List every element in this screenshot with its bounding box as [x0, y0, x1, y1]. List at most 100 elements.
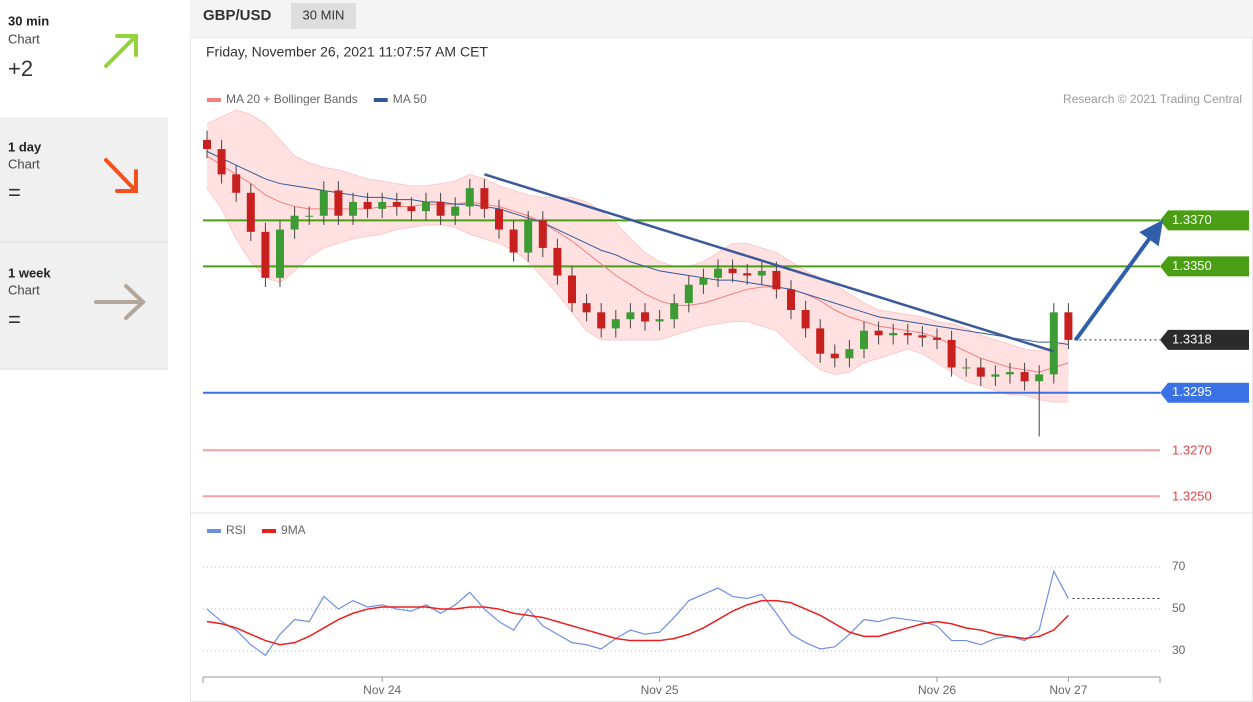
candle-body	[991, 374, 1000, 377]
legend-label: 9MA	[281, 523, 306, 537]
credit: Research © 2021 Trading Central	[1063, 92, 1242, 106]
candle-body	[728, 268, 737, 274]
candle-body	[743, 273, 752, 276]
symbol: GBP/USD	[203, 7, 272, 24]
candle-body	[582, 303, 591, 313]
indicator-line	[206, 599, 1069, 646]
legend-label: MA 20 + Bollinger Bands	[226, 92, 358, 106]
candle-body	[232, 174, 241, 193]
candle-body	[626, 312, 635, 320]
level-label: 1.3270	[1172, 443, 1212, 458]
candle-body	[407, 206, 416, 212]
legend-label: MA 50	[393, 92, 427, 106]
candle-body	[246, 192, 255, 232]
chart-frame	[190, 37, 1253, 702]
sidebar-panel[interactable]	[0, 0, 168, 117]
sidebar-panel[interactable]	[0, 242, 168, 369]
period-sub: Chart	[8, 156, 40, 171]
candle-body	[1035, 374, 1044, 382]
candle-body	[889, 332, 898, 336]
trendline	[484, 173, 1055, 353]
candle-body	[801, 310, 810, 329]
period-sub: Chart	[8, 31, 40, 46]
candle-body	[1064, 312, 1073, 340]
period: 30 min	[8, 13, 49, 28]
candle-body	[1006, 372, 1014, 375]
candle-body	[947, 339, 956, 368]
candle-body	[495, 208, 503, 230]
candle-body	[772, 270, 781, 290]
candle-body	[422, 201, 430, 212]
score: =	[8, 180, 21, 205]
candle-body	[845, 349, 854, 359]
legend-swatch	[207, 98, 221, 102]
level-label: 1.3295	[1172, 384, 1212, 399]
candle-body	[276, 229, 284, 278]
interval-badge[interactable]	[291, 3, 356, 29]
header-bar	[190, 0, 1253, 37]
candle-body	[874, 330, 883, 336]
level-label: 1.3318	[1172, 331, 1212, 346]
level-label: 1.3370	[1172, 212, 1212, 227]
level-box	[1160, 210, 1249, 231]
candle-body	[684, 284, 693, 304]
candle-body	[816, 328, 825, 354]
legend-swatch	[373, 98, 388, 102]
score: =	[8, 307, 21, 332]
candle-body	[933, 337, 941, 340]
candle-body	[363, 201, 372, 209]
ma-line	[206, 150, 1069, 345]
indicator-line	[206, 569, 1069, 657]
interval: 30 MIN	[303, 7, 345, 22]
candle-body	[670, 303, 679, 320]
candle-body	[757, 270, 766, 276]
y-tick-label: 70	[1172, 559, 1186, 573]
candle-body	[538, 220, 547, 248]
candle-body	[203, 139, 211, 150]
candle-body	[655, 319, 664, 322]
legend-label: RSI	[226, 523, 246, 537]
candle-body	[305, 215, 314, 217]
candle-body	[1049, 312, 1058, 375]
candle-body	[641, 312, 649, 322]
candle-body	[830, 353, 839, 359]
level-label: 1.3250	[1172, 489, 1212, 504]
candle-body	[976, 367, 985, 377]
candle-body	[918, 335, 927, 338]
x-tick-label: Nov 26	[918, 683, 956, 697]
candle-body	[480, 188, 489, 209]
legend-swatch	[262, 529, 277, 533]
candle-body	[860, 330, 868, 350]
level-box	[1160, 329, 1249, 350]
forecast-arrow	[1074, 219, 1164, 342]
candle-body	[962, 367, 971, 369]
x-tick-label: Nov 25	[641, 683, 679, 697]
arrow-icon	[94, 34, 146, 320]
candle-body	[349, 201, 357, 216]
legend-swatch	[207, 529, 221, 533]
candle-body	[290, 215, 299, 230]
period-sub: Chart	[8, 282, 40, 297]
x-tick-label: Nov 24	[363, 683, 401, 697]
period: 1 day	[8, 139, 42, 154]
candle-body	[378, 201, 387, 209]
sidebar-panel[interactable]	[0, 117, 168, 242]
score: +2	[8, 56, 33, 81]
band-fill	[207, 110, 1069, 402]
candle-body	[568, 275, 576, 304]
candle-body	[436, 201, 445, 216]
candle-body	[787, 289, 795, 310]
candle-body	[392, 201, 401, 207]
candle-body	[1020, 372, 1029, 382]
candle-body	[451, 206, 460, 216]
candle-body	[699, 277, 708, 285]
period: 1 week	[8, 265, 51, 280]
y-tick-label: 50	[1172, 601, 1186, 615]
candle-body	[465, 188, 474, 207]
candle-body	[714, 268, 722, 278]
level-box	[1160, 256, 1249, 277]
candle-body	[334, 190, 343, 216]
candle-body	[553, 247, 562, 276]
candle-body	[319, 190, 328, 216]
